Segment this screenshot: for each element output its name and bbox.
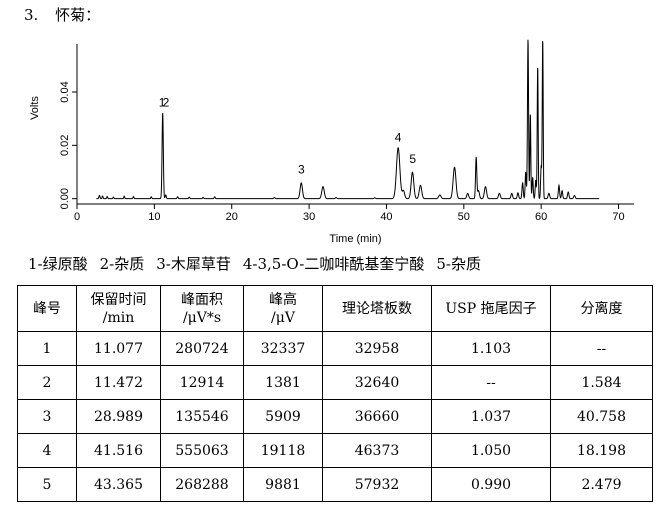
x-tick-label: 0 — [74, 211, 80, 223]
legend-item: 3-木犀草苷 — [156, 255, 231, 273]
peak-label-5: 5 — [409, 152, 416, 166]
y-tick-label: 0.02 — [59, 135, 71, 156]
column-header-line: 保留时间 — [90, 291, 147, 308]
table-cell: 0.990 — [431, 467, 551, 502]
table-cell: 3 — [17, 399, 77, 434]
table-header-row: 峰号 保留时间/min 峰面积/μV*s 峰高/μV 理论塔板数 USP 拖尾因子 分离度 — [17, 285, 653, 332]
column-header-line: 峰号 — [33, 300, 61, 317]
table-cell: 18.198 — [550, 433, 653, 468]
column-header-line: /μV — [271, 309, 295, 326]
table-cell: -- — [550, 331, 653, 366]
table-row: 5 43.365 268288 9881 57932 0.990 2.479 — [17, 467, 653, 502]
table-cell: 12914 — [160, 365, 244, 400]
column-header: 峰高/μV — [243, 285, 323, 332]
peak-results-table: 峰号 保留时间/min 峰面积/μV*s 峰高/μV 理论塔板数 USP 拖尾因子 分离度 … — [17, 285, 653, 502]
x-tick-label: 50 — [458, 211, 470, 223]
table-cell: 5909 — [243, 399, 323, 434]
table-row: 4 41.516 555063 19118 46373 1.050 18.198 — [17, 433, 653, 468]
table-cell: 1 — [17, 331, 77, 366]
x-tick-label: 20 — [226, 211, 238, 223]
table-cell: 268288 — [160, 467, 244, 502]
y-tick-label: 0.00 — [59, 188, 71, 209]
legend-item: 4-3,5-O-二咖啡酰基奎宁酸 — [242, 255, 425, 273]
table-cell: 2.479 — [550, 467, 653, 502]
table-cell: 9881 — [243, 467, 323, 502]
column-header-line: 峰高 — [269, 291, 297, 308]
section-heading: 3. 怀菊： — [24, 4, 100, 25]
column-header: 理论塔板数 — [322, 285, 432, 332]
table-cell: 32640 — [322, 365, 432, 400]
table-cell: 5 — [17, 467, 77, 502]
legend-item: 2-杂质 — [99, 255, 145, 273]
table-cell: 40.758 — [550, 399, 653, 434]
table-cell: 1.037 — [431, 399, 551, 434]
legend-item: 1-绿原酸 — [28, 255, 88, 273]
column-header: USP 拖尾因子 — [431, 285, 551, 332]
column-header-line: 分离度 — [580, 300, 623, 317]
x-tick-label: 10 — [148, 211, 160, 223]
x-tick-label: 60 — [535, 211, 547, 223]
table-cell: 1.103 — [431, 331, 551, 366]
table-row: 3 28.989 135546 5909 36660 1.037 40.758 — [17, 399, 653, 434]
peak-legend: 1-绿原酸 2-杂质 3-木犀草苷 4-3,5-O-二咖啡酰基奎宁酸 5-杂质 — [28, 253, 493, 274]
table-row: 2 11.472 12914 1381 32640 -- 1.584 — [17, 365, 653, 400]
column-header-line: /min — [102, 309, 135, 326]
table-cell: 28.989 — [76, 399, 161, 434]
table-cell: 46373 — [322, 433, 432, 468]
table-cell: 41.516 — [76, 433, 161, 468]
section-title: 怀菊： — [55, 6, 101, 24]
table-cell: 135546 — [160, 399, 244, 434]
table-row: 1 11.077 280724 32337 32958 1.103 -- — [17, 331, 653, 366]
x-tick-label: 70 — [612, 211, 624, 223]
table-cell: 280724 — [160, 331, 244, 366]
table-cell: 2 — [17, 365, 77, 400]
chart-axes: 0 10 20 30 40 50 60 70 0.00 0.02 0.04 Time (min) Vol… — [29, 44, 634, 245]
peak-label-1: 1 — [159, 96, 166, 110]
peak-label-4: 4 — [395, 130, 402, 144]
table-cell: 1.584 — [550, 365, 653, 400]
table-cell: -- — [431, 365, 551, 400]
table-cell: 57932 — [322, 467, 432, 502]
table-cell: 4 — [17, 433, 77, 468]
table-cell: 1381 — [243, 365, 323, 400]
peak-label-3: 3 — [298, 162, 305, 176]
table-cell: 36660 — [322, 399, 432, 434]
legend-item: 5-杂质 — [436, 255, 481, 273]
table-cell: 32337 — [243, 331, 323, 366]
table-cell: 32958 — [322, 331, 432, 366]
chart-labels: 12 3 45 — [159, 96, 417, 177]
x-tick-label: 40 — [380, 211, 392, 223]
column-header-line: USP 拖尾因子 — [445, 300, 537, 317]
column-header-line: /μV*s — [182, 309, 222, 326]
table-cell: 1.050 — [431, 433, 551, 468]
column-header: 保留时间/min — [76, 285, 161, 332]
table-cell: 43.365 — [76, 467, 161, 502]
column-header: 峰号 — [17, 285, 77, 332]
chromatogram-chart: 0 10 20 30 40 50 60 70 0.00 0.02 0.04 Time (min) Vol… — [29, 39, 634, 245]
y-tick-label: 0.04 — [59, 81, 71, 102]
column-header: 峰面积/μV*s — [160, 285, 244, 332]
column-header: 分离度 — [550, 285, 653, 332]
table-cell: 555063 — [160, 433, 244, 468]
peak-label-2: 2 — [163, 96, 170, 110]
y-axis-title: Volts — [29, 96, 41, 120]
x-tick-label: 30 — [303, 211, 315, 223]
table-cell: 19118 — [243, 433, 323, 468]
x-axis-title: Time (min) — [329, 233, 381, 245]
chromatogram-trace — [96, 39, 600, 200]
table-cell: 11.472 — [76, 365, 161, 400]
table-body: 1 11.077 280724 32337 32958 1.103 -- 2 11.472 129… — [17, 331, 653, 502]
column-header-line: 峰面积 — [181, 291, 223, 308]
table-cell: 11.077 — [76, 331, 161, 366]
section-number: 3. — [24, 6, 39, 24]
column-header-line: 理论塔板数 — [342, 300, 412, 317]
